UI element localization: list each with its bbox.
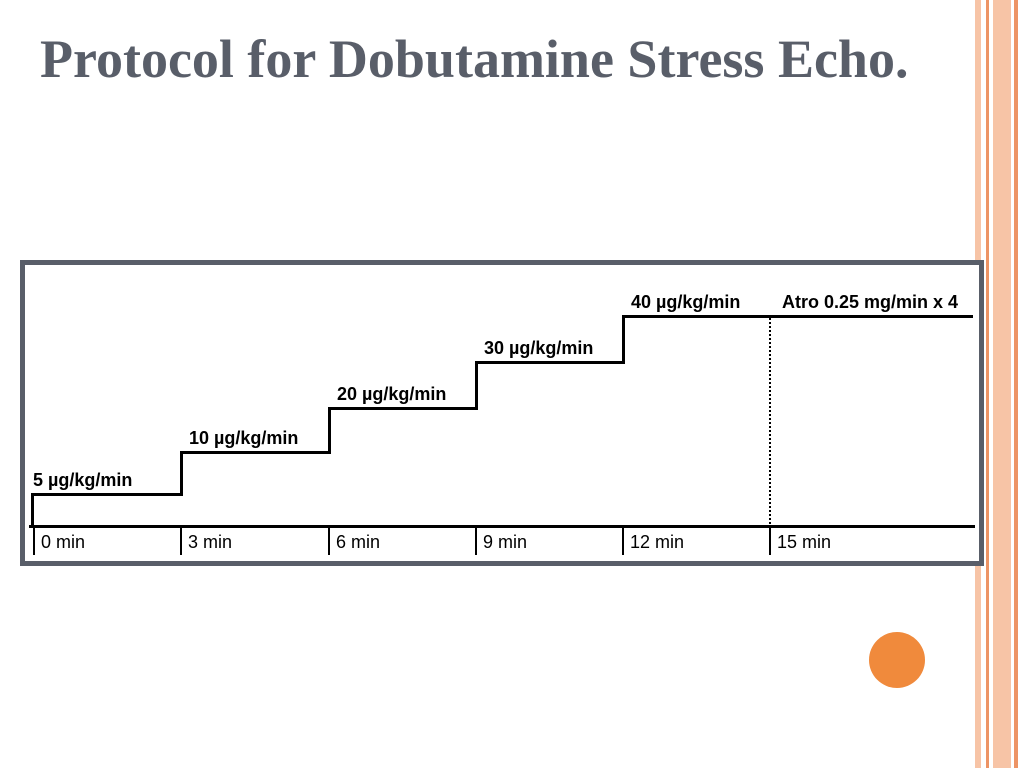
step-line [29,525,975,528]
dose-label: 5 µg/kg/min [33,470,132,491]
step-line [475,361,478,410]
protocol-chart-frame: 5 µg/kg/min 10 µg/kg/min 20 µg/kg/min 30 µg… [20,260,984,566]
step-line [31,493,34,528]
dose-label: 40 µg/kg/min [631,292,740,313]
time-tick [475,525,477,555]
dose-label: 10 µg/kg/min [189,428,298,449]
time-label: 3 min [188,532,232,553]
time-label: 6 min [336,532,380,553]
slide-stripe-3 [993,0,1011,768]
slide-stripe-2 [986,0,989,768]
step-line [769,315,973,318]
time-tick [769,525,771,555]
step-line [328,407,331,454]
step-line [475,361,622,364]
time-label: 12 min [630,532,684,553]
step-line [31,493,180,496]
step-line [622,315,625,364]
step-line [180,451,328,454]
dose-label: 20 µg/kg/min [337,384,446,405]
time-tick [180,525,182,555]
time-tick [622,525,624,555]
time-tick [33,525,35,555]
time-label: 15 min [777,532,831,553]
accent-dot-icon [869,632,925,688]
slide-stripe-4 [1014,0,1018,768]
dose-label: 30 µg/kg/min [484,338,593,359]
step-line [180,451,183,496]
time-tick [328,525,330,555]
page-title: Protocol for Dobutamine Stress Echo. [40,28,908,90]
protocol-chart: 5 µg/kg/min 10 µg/kg/min 20 µg/kg/min 30 µg… [25,265,979,561]
dose-label: Atro 0.25 mg/min x 4 [782,292,958,313]
time-label: 0 min [41,532,85,553]
step-line [622,315,769,318]
step-line [328,407,475,410]
time-label: 9 min [483,532,527,553]
atropine-divider [769,315,771,555]
